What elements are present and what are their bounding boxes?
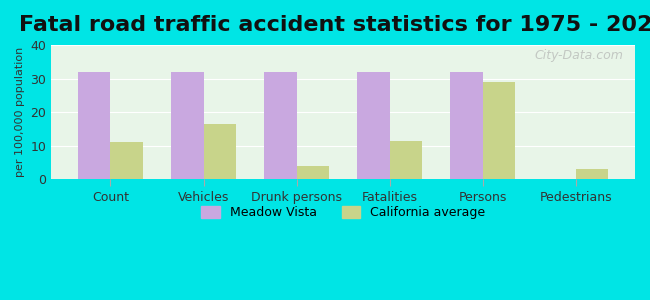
Y-axis label: per 100,000 population: per 100,000 population (15, 47, 25, 177)
Bar (264, 72, 296, 179)
Title: Fatal road traffic accident statistics for 1975 - 2021: Fatal road traffic accident statistics f… (19, 15, 650, 35)
Bar (171, 72, 203, 179)
Bar (576, 169, 608, 179)
Bar (483, 82, 515, 179)
Text: City-Data.com: City-Data.com (534, 49, 623, 62)
Bar (296, 166, 329, 179)
Bar (450, 72, 483, 179)
Bar (203, 124, 236, 179)
Bar (390, 141, 422, 179)
Bar (111, 142, 143, 179)
Bar (357, 72, 390, 179)
Legend: Meadow Vista, California average: Meadow Vista, California average (196, 201, 491, 224)
Bar (78, 72, 111, 179)
